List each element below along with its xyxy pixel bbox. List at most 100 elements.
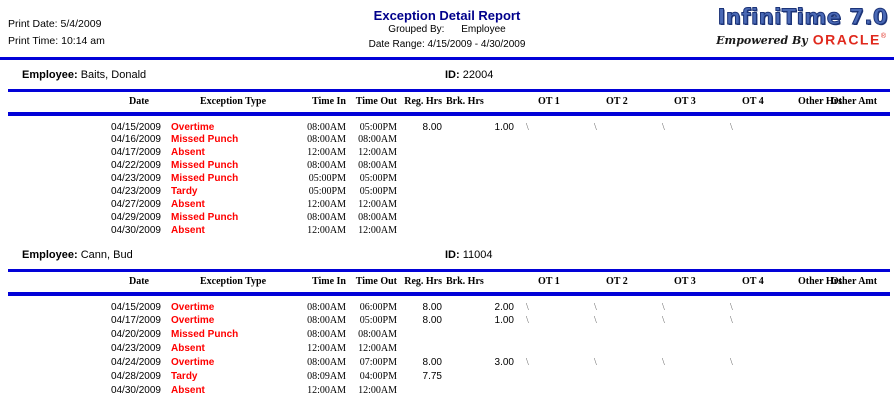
reg-hrs-cell — [399, 159, 444, 172]
ot2-cell — [552, 383, 620, 397]
exception-detail-report: Print Date: 5/4/2009 Print Time: 10:14 a… — [0, 5, 894, 397]
ot1-cell — [484, 341, 552, 355]
ot3-cell — [620, 172, 688, 185]
brk-hrs-cell — [444, 369, 484, 383]
brk-hrs-cell — [444, 211, 484, 224]
table-row: 04/17/2009 Overtime 08:00AM 05:00PM 8.00… — [8, 313, 890, 327]
other-hrs-cell — [756, 341, 818, 355]
time-out-cell: 12:00AM — [358, 342, 397, 354]
ot2-cell: \ — [552, 313, 620, 327]
table-row: 04/22/2009 Missed Punch 08:00AM 08:00AM — [8, 159, 890, 172]
ot3-cell — [620, 383, 688, 397]
ot4-cell — [688, 224, 756, 237]
time-in-cell: 08:00AM — [307, 122, 346, 133]
exception-type-cell: Overtime — [171, 314, 215, 326]
date-cell: 04/16/2009 — [110, 134, 161, 145]
col-header-other-hrs: Other Hrs — [756, 90, 842, 116]
other-amt-cell — [818, 355, 890, 369]
employee-section: Employee: Cann, Bud ID: 11004 Date Excep… — [0, 240, 894, 397]
other-amt-cell — [818, 313, 890, 327]
employee-id-label: ID: — [445, 249, 460, 261]
employee-section: Employee: Baits, Donald ID: 22004 Date E… — [0, 60, 894, 237]
time-out-cell: 06:00PM — [359, 302, 397, 313]
other-amt-cell — [818, 383, 890, 397]
ot1-cell — [484, 146, 552, 159]
ot3-cell: \ — [620, 294, 688, 313]
date-range-value: 4/15/2009 - 4/30/2009 — [427, 39, 526, 50]
other-amt-cell — [818, 224, 890, 237]
ot2-cell — [552, 159, 620, 172]
employee-id-value: 11004 — [462, 249, 493, 261]
grouped-by-value: Employee — [461, 24, 506, 35]
other-amt-cell — [818, 185, 890, 198]
ot1-cell — [484, 369, 552, 383]
ot4-cell: \ — [688, 313, 756, 327]
exception-type-cell: Missed Punch — [171, 212, 239, 223]
other-hrs-cell — [756, 198, 818, 211]
infinitime-brand-text: InfiniTime 7.0 — [717, 5, 888, 30]
employee-name-wrap: Employee: Baits, Donald — [22, 69, 146, 81]
col-header-ot2: OT 2 — [552, 270, 628, 296]
table-body: 04/15/2009 Overtime 08:00AM 06:00PM 8.00… — [8, 294, 890, 397]
other-hrs-cell — [756, 133, 818, 146]
ot4-cell: \ — [688, 294, 756, 313]
reg-hrs-cell — [399, 198, 444, 211]
reg-hrs-cell — [399, 327, 444, 341]
table-row: 04/23/2009 Missed Punch 05:00PM 05:00PM — [8, 172, 890, 185]
col-header-exception-type: Exception Type — [163, 270, 303, 296]
ot1-value: 2.00 — [494, 302, 514, 313]
reg-hrs-cell — [399, 146, 444, 159]
logo-tagline-row: Empowered By ORACLE® — [716, 29, 888, 48]
time-out-cell: 08:00AM — [358, 212, 397, 223]
ot1-cell — [484, 133, 552, 146]
table-body: 04/15/2009 Overtime 08:00AM 05:00PM 8.00… — [8, 114, 890, 237]
date-cell: 04/22/2009 — [110, 160, 161, 171]
exception-type-cell: Overtime — [171, 122, 215, 133]
time-in-cell: 12:00AM — [307, 225, 346, 236]
ot2-cell: \ — [552, 355, 620, 369]
ot2-cell — [552, 211, 620, 224]
date-cell: 04/23/2009 — [110, 186, 161, 197]
brk-hrs-cell — [444, 383, 484, 397]
time-out-cell: 05:00PM — [359, 122, 397, 133]
table-header: Date Exception Type Time In Time Out Reg… — [8, 90, 890, 116]
ot2-cell — [552, 133, 620, 146]
date-range-line: Date Range: 4/15/2009 - 4/30/2009 — [0, 39, 894, 50]
employee-id-label: ID: — [445, 69, 460, 81]
ot1-value: 3.00 — [494, 356, 514, 368]
exception-type-cell: Absent — [171, 147, 205, 158]
brk-hrs-cell — [444, 224, 484, 237]
ot4-cell: \ — [688, 355, 756, 369]
date-cell: 04/27/2009 — [110, 199, 161, 210]
ot4-cell — [688, 369, 756, 383]
ot2-cell: \ — [552, 114, 620, 133]
other-hrs-cell — [756, 114, 818, 133]
other-amt-cell — [818, 198, 890, 211]
col-header-ot3: OT 3 — [620, 270, 696, 296]
ot2-cell: \ — [552, 294, 620, 313]
print-date-value: 5/4/2009 — [60, 18, 102, 30]
ot1-cell — [484, 172, 552, 185]
other-amt-cell — [818, 114, 890, 133]
ot3-cell — [620, 133, 688, 146]
table-row: 04/20/2009 Missed Punch 08:00AM 08:00AM — [8, 327, 890, 341]
ot1-cell: 2.00 \ — [484, 294, 552, 313]
col-header-date: Date — [8, 270, 163, 296]
exception-type-cell: Absent — [171, 384, 205, 396]
reg-hrs-cell: 8.00 — [422, 314, 442, 326]
reg-hrs-cell: 8.00 — [422, 356, 442, 368]
table-row: 04/17/2009 Absent 12:00AM 12:00AM — [8, 146, 890, 159]
other-amt-cell — [818, 327, 890, 341]
brk-hrs-cell — [444, 114, 484, 133]
ot2-slash-mark: \ — [594, 302, 597, 313]
other-amt-cell — [818, 172, 890, 185]
ot4-cell — [688, 341, 756, 355]
table-row: 04/16/2009 Missed Punch 08:00AM 08:00AM — [8, 133, 890, 146]
reg-hrs-cell — [399, 133, 444, 146]
col-header-time-in: Time In — [303, 270, 348, 296]
exception-type-cell: Tardy — [171, 186, 198, 197]
brk-hrs-cell — [444, 146, 484, 159]
ot2-slash-mark: \ — [594, 122, 597, 133]
exception-type-cell: Overtime — [171, 302, 215, 313]
table-row: 04/15/2009 Overtime 08:00AM 06:00PM 8.00… — [8, 294, 890, 313]
